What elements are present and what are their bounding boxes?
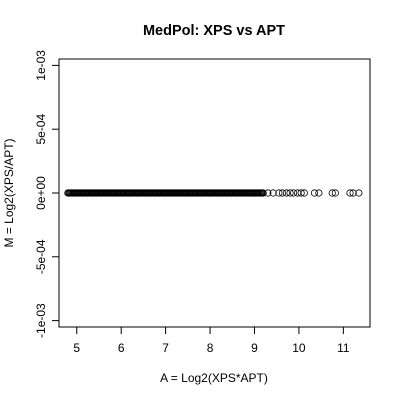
y-tick-label: -5e-04 (34, 239, 48, 274)
y-tick-label: 5e-04 (34, 114, 48, 145)
data-point (264, 189, 272, 197)
y-tick-label: 1e-03 (34, 50, 48, 81)
y-axis: -1e-03 -5e-04 0e+00 5e-04 1e-03 (34, 50, 60, 338)
data-point (297, 189, 305, 197)
data-point (275, 189, 283, 197)
x-tick-label: 5 (73, 341, 80, 355)
data-point (328, 189, 336, 197)
x-tick-label: 11 (337, 341, 350, 355)
x-tick-label: 9 (251, 341, 258, 355)
data-point (289, 189, 298, 197)
data-point (331, 189, 339, 197)
data-point (355, 189, 363, 197)
data-point (300, 189, 308, 197)
x-tick-label: 7 (162, 341, 169, 355)
data-point (259, 189, 267, 197)
data-points (64, 189, 363, 197)
x-axis-label: A = Log2(XPS*APT) (160, 371, 268, 385)
data-point (349, 189, 357, 197)
y-axis-label: M = Log2(XPS/APT) (2, 138, 16, 247)
data-point (278, 189, 287, 197)
x-axis: 5 6 7 8 9 10 11 (73, 326, 350, 355)
chart-title: MedPol: XPS vs APT (143, 23, 285, 39)
data-point (346, 189, 354, 197)
y-tick-label: -1e-03 (34, 303, 48, 338)
data-point (315, 189, 323, 197)
y-tick-label: 0e+00 (34, 176, 48, 210)
x-tick-label: 6 (118, 341, 125, 355)
data-point (286, 189, 294, 197)
data-point (310, 189, 319, 197)
data-point (282, 189, 291, 197)
x-tick-label: 8 (207, 341, 214, 355)
data-point (269, 189, 277, 197)
x-tick-label: 10 (292, 341, 306, 355)
